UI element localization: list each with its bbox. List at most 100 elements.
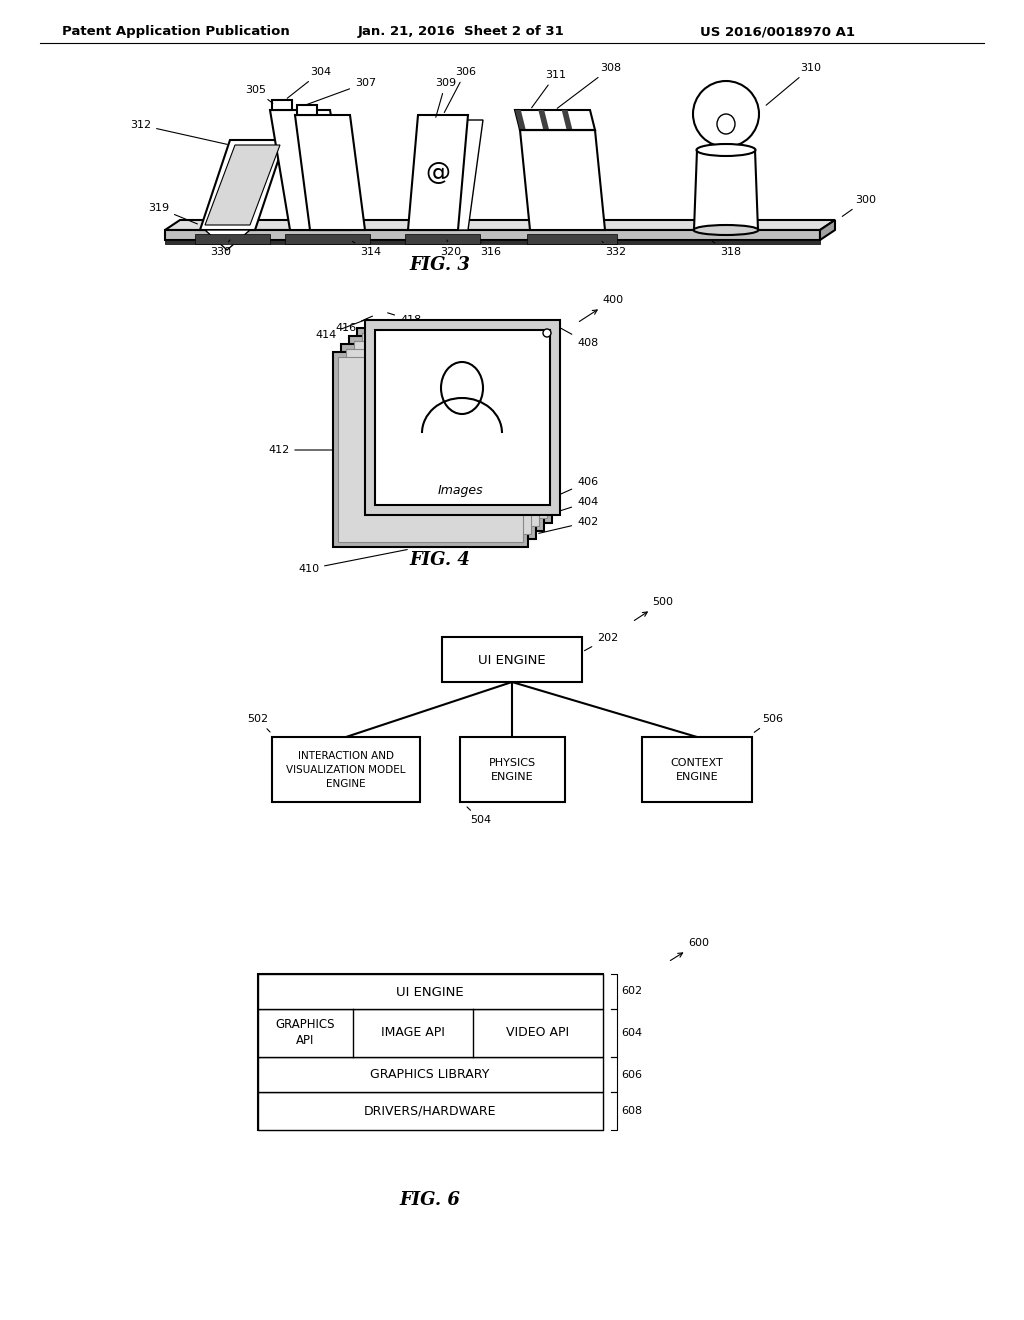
Text: 402: 402	[539, 517, 598, 533]
Circle shape	[543, 329, 551, 337]
Bar	[272, 737, 420, 803]
Bar	[365, 319, 560, 515]
Polygon shape	[515, 110, 526, 129]
Text: 504: 504	[467, 807, 492, 825]
Text: 330: 330	[210, 240, 231, 257]
Text: 604: 604	[621, 1028, 642, 1038]
Ellipse shape	[717, 114, 735, 135]
Text: 404: 404	[547, 498, 598, 515]
Polygon shape	[515, 110, 595, 129]
Text: 406: 406	[555, 477, 598, 496]
Text: FIG. 3: FIG. 3	[410, 256, 470, 275]
Text: 308: 308	[557, 63, 622, 108]
Text: 608: 608	[621, 1106, 642, 1115]
Polygon shape	[165, 240, 820, 244]
Bar	[258, 1057, 603, 1092]
Bar	[338, 356, 523, 543]
Bar	[642, 737, 752, 803]
Text: 304: 304	[287, 67, 331, 98]
Bar	[460, 737, 565, 803]
Polygon shape	[420, 120, 483, 230]
Text: 502: 502	[247, 714, 270, 733]
Polygon shape	[165, 220, 835, 230]
Text: 319: 319	[148, 203, 198, 224]
Bar	[333, 352, 528, 546]
Text: 606: 606	[621, 1069, 642, 1080]
Bar	[258, 974, 603, 1008]
Bar	[527, 234, 617, 244]
Polygon shape	[520, 129, 605, 230]
Text: 320: 320	[440, 240, 461, 257]
Text: GRAPHICS
API: GRAPHICS API	[275, 1019, 335, 1048]
Bar	[375, 330, 550, 506]
Polygon shape	[165, 230, 820, 240]
Text: 307: 307	[303, 78, 376, 106]
Polygon shape	[408, 115, 468, 230]
Ellipse shape	[693, 224, 759, 235]
Polygon shape	[272, 100, 292, 110]
Bar	[406, 234, 480, 244]
Text: 506: 506	[755, 714, 783, 733]
Bar	[195, 234, 270, 244]
Text: CONTEXT
ENGINE: CONTEXT ENGINE	[671, 758, 723, 781]
Text: 408: 408	[557, 326, 598, 348]
Polygon shape	[295, 115, 365, 230]
Bar	[442, 638, 582, 682]
Text: Patent Application Publication: Patent Application Publication	[62, 25, 290, 38]
Text: 410: 410	[298, 549, 408, 574]
Polygon shape	[694, 150, 758, 230]
Text: GRAPHICS LIBRARY: GRAPHICS LIBRARY	[371, 1068, 489, 1081]
Text: 318: 318	[713, 242, 741, 257]
Bar	[258, 974, 603, 1130]
Text: @: @	[426, 161, 451, 185]
Text: 602: 602	[621, 986, 642, 997]
Text: 500: 500	[634, 597, 673, 620]
Text: 309: 309	[435, 78, 456, 117]
Text: UI ENGINE: UI ENGINE	[478, 653, 546, 667]
Bar	[362, 333, 547, 517]
Polygon shape	[270, 110, 350, 230]
Text: VIDEO API: VIDEO API	[507, 1027, 569, 1040]
Polygon shape	[200, 140, 285, 230]
Text: 412: 412	[268, 445, 332, 455]
Bar	[341, 345, 536, 539]
Bar	[258, 1092, 603, 1130]
Text: 316: 316	[480, 242, 501, 257]
Text: 600: 600	[671, 939, 709, 961]
Text: 300: 300	[843, 195, 876, 216]
Text: FIG. 4: FIG. 4	[410, 550, 470, 569]
Text: 306: 306	[444, 67, 476, 112]
Polygon shape	[820, 220, 835, 240]
Text: DRIVERS/HARDWARE: DRIVERS/HARDWARE	[364, 1105, 497, 1118]
Circle shape	[693, 81, 759, 147]
Text: 305: 305	[245, 84, 272, 103]
Ellipse shape	[441, 362, 483, 414]
Bar	[258, 1008, 603, 1057]
Text: 414: 414	[315, 319, 368, 341]
Text: 416: 416	[335, 315, 373, 333]
Text: 332: 332	[602, 242, 626, 257]
Ellipse shape	[696, 144, 756, 156]
Text: Images: Images	[437, 484, 482, 498]
Bar	[346, 348, 531, 535]
Text: UI ENGINE: UI ENGINE	[396, 986, 464, 998]
Text: FIG. 6: FIG. 6	[399, 1191, 461, 1209]
Polygon shape	[297, 106, 317, 115]
Bar	[285, 234, 370, 244]
Polygon shape	[539, 110, 549, 129]
Text: PHYSICS
ENGINE: PHYSICS ENGINE	[488, 758, 536, 781]
Polygon shape	[562, 110, 572, 129]
Text: 400: 400	[580, 294, 624, 322]
Text: Jan. 21, 2016  Sheet 2 of 31: Jan. 21, 2016 Sheet 2 of 31	[358, 25, 565, 38]
Text: INTERACTION AND
VISUALIZATION MODEL
ENGINE: INTERACTION AND VISUALIZATION MODEL ENGI…	[287, 751, 406, 789]
Bar	[357, 327, 552, 523]
Text: IMAGE API: IMAGE API	[381, 1027, 445, 1040]
Text: 202: 202	[585, 634, 618, 651]
Polygon shape	[205, 230, 250, 249]
Bar	[349, 337, 544, 531]
Polygon shape	[205, 145, 280, 224]
Text: 312: 312	[130, 120, 227, 144]
Text: 311: 311	[531, 70, 566, 108]
Text: 418: 418	[388, 313, 421, 325]
Bar	[354, 341, 539, 525]
